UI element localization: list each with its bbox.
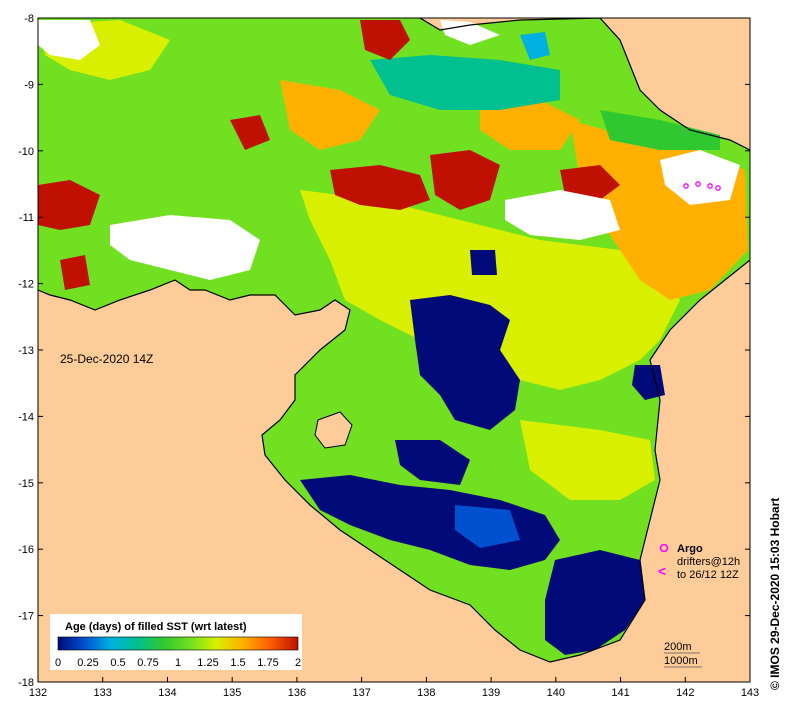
age-zone [395,440,470,485]
drifters-label-1: drifters@12h [677,556,740,568]
depth-legend: 200m 1000m [664,641,702,668]
drifters-label-2: to 26/12 12Z [677,569,739,581]
depth-1000m-label: 1000m [664,655,698,667]
colorbar-tick-label: 2 [295,657,301,669]
age-zone [300,190,680,390]
x-tick-label: 133 [94,687,112,699]
age-zone [300,475,560,570]
colorbar-tick-label: 1.75 [257,657,278,669]
age-zone [632,365,665,400]
age-zone [410,295,520,430]
age-zone [360,20,410,60]
x-axis: 132 133 134 135 136 137 138 139 140 141 142 143 [29,677,759,699]
age-zone [600,110,720,150]
age-zone [330,165,430,210]
drifter-arrow-icon: < [658,563,666,579]
age-zone [545,550,645,655]
colorbar-tick-label: 0.25 [77,657,98,669]
missing-data [38,20,100,60]
y-tick-label: -8 [24,13,34,25]
age-zone [520,420,655,500]
argo-icon [659,543,669,553]
age-zone [520,32,550,60]
colorbar-tick-label: 0.75 [137,657,158,669]
colorbar-ticks: 0 0.25 0.5 0.75 1 1.25 1.5 1.75 2 [55,657,301,669]
y-tick-label: -18 [18,677,34,689]
colorbar-title: Age (days) of filled SST (wrt latest) [65,621,247,633]
credit-label: © IMOS 29-Dec-2020 15:03 Hobart [768,498,782,690]
x-tick-label: 137 [352,687,370,699]
argo-float [695,181,701,187]
age-zone [60,255,90,290]
y-tick-label: -14 [18,411,34,423]
y-tick-label: -12 [18,279,34,291]
age-zone [280,80,380,150]
age-zone [370,55,560,110]
x-tick-label: 143 [741,687,759,699]
plot-area [38,18,750,682]
colorbar-gradient [57,636,299,651]
depth-200m-label: 200m [664,641,692,653]
y-tick-label: -15 [18,478,34,490]
coastline [38,259,750,663]
argo-markers [683,181,721,191]
y-axis: -8 -9 -10 -11 -12 -13 -14 -15 -16 -17 -18 [18,13,750,689]
y-tick-label: -17 [18,611,34,623]
x-tick-label: 139 [482,687,500,699]
age-zone [430,150,500,210]
colorbar-tick-label: 0 [55,657,61,669]
colorbar-tick-label: 1 [175,657,181,669]
argo-float [707,183,713,189]
x-tick-label: 132 [29,687,47,699]
missing-data [660,150,740,205]
island [314,411,353,449]
age-zone [470,250,497,275]
x-tick-label: 138 [417,687,435,699]
x-tick-label: 134 [158,687,176,699]
timestamp-label: 25-Dec-2020 14Z [60,352,153,366]
y-tick-label: -10 [18,146,34,158]
age-zone [560,165,620,200]
argo-float [683,183,689,189]
y-tick-label: -16 [18,544,34,556]
age-zone [38,180,100,230]
x-tick-label: 142 [676,687,694,699]
x-tick-label: 140 [547,687,565,699]
colorbar-tick-label: 0.5 [110,657,125,669]
x-tick-label: 135 [223,687,241,699]
x-tick-label: 141 [611,687,629,699]
x-tick-label: 136 [288,687,306,699]
y-tick-label: -11 [19,212,34,224]
colorbar-tick-label: 1.5 [230,657,245,669]
argo-float [715,185,721,191]
age-zone [230,115,270,150]
missing-data [110,215,260,280]
y-tick-label: -13 [18,345,34,357]
age-zone [455,505,520,548]
missing-data [505,190,620,240]
missing-data [440,20,500,45]
colorbar-tick-label: 1.25 [197,657,218,669]
y-tick-label: -9 [24,79,34,91]
argo-label: Argo [677,543,703,555]
argo-legend: Argo < drifters@12h to 26/12 12Z [658,543,740,581]
coastline [419,18,750,151]
